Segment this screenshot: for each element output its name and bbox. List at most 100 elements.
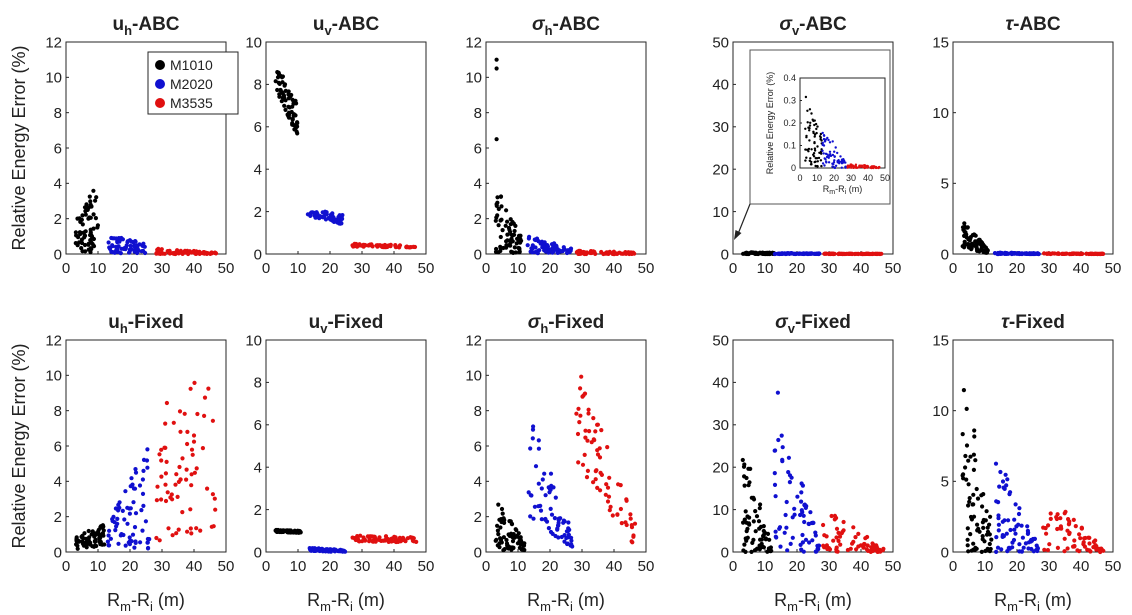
subplot-point-m2020 [790,535,795,540]
subplot-point-m3535 [841,519,846,525]
subplot-point-m2020 [326,547,331,552]
subplot-point-m1010 [751,250,756,255]
subplot-point-m2020 [143,250,148,256]
subplot-point-m3535 [1048,511,1053,516]
subplot-ytick-label: 8 [474,403,482,420]
subplot-point-m3535 [852,251,857,257]
inset-point-m2020 [833,159,836,162]
subplot-ytick-label: 6 [474,438,482,455]
subplot-point-m3535 [856,531,861,537]
subplot-10: 0 10 20 30 40 50 0 5 10 15 τ-Fixed Rm-Ri (m) [932,312,1121,614]
subplot-point-m3535 [1043,526,1048,531]
subplot-point-m1010 [742,474,747,479]
inset-point-m1010 [813,135,816,138]
inset-point-m1010 [808,108,812,111]
subplot-point-m1010 [980,520,986,525]
subplot-point-m3535 [613,251,618,256]
subplot-xtick-label: 30 [1041,558,1058,575]
subplot-point-m2020 [309,210,314,215]
subplot-xtick-label: 10 [510,558,527,575]
subplot-point-m2020 [783,251,788,257]
subplot-point-m3535 [624,498,629,503]
subplot-xtick-label: 30 [1041,260,1058,277]
subplot-point-m1010 [968,532,973,537]
subplot-ytick-label: 4 [54,474,62,491]
subplot-ytick-label: 8 [254,375,262,392]
subplot-title: uh-ABC [112,14,179,38]
subplot-point-m2020 [1002,486,1007,491]
subplot-ytick-label: 12 [45,332,62,349]
subplot-point-m2020 [1017,549,1022,554]
subplot-point-m2020 [1026,546,1031,551]
subplot-plot-area [65,339,227,553]
subplot-point-m3535 [1083,535,1088,541]
subplot-point-m2020 [774,535,779,540]
subplot-point-m3535 [585,438,590,443]
subplot-point-m2020 [140,528,145,533]
subplot-point-m2020 [116,508,121,513]
subplot-point-m2020 [1002,251,1007,256]
inset-point-m1010 [814,122,818,126]
subplot-point-m1010 [767,537,772,542]
subplot-point-m3535 [822,251,827,256]
subplot-point-m1010 [980,534,985,539]
inset-point-m1010 [805,136,808,139]
subplot-point-m2020 [115,516,120,522]
inset-point-m1010 [820,152,823,155]
inset-point-m1010 [817,156,821,160]
subplot-ytick-label: 2 [474,211,482,228]
subplot-point-m3535 [575,431,581,437]
subplot-point-m1010 [757,506,762,511]
subplot-point-m3535 [870,548,876,554]
subplot-point-m3535 [202,395,208,400]
subplot-point-m2020 [996,500,1001,505]
subplot-point-m2020 [307,546,312,551]
subplot-point-m3535 [1055,545,1060,551]
subplot-point-m1010 [88,199,93,204]
subplot-point-m3535 [157,251,162,256]
subplot-point-m3535 [1093,251,1098,256]
subplot-xtick-label: 40 [186,558,203,575]
subplot-point-m2020 [810,538,815,543]
subplot-point-m2020 [542,240,547,245]
subplot-point-m3535 [836,530,841,536]
subplot-point-m3535 [377,537,382,543]
inset-point-m2020 [844,166,847,169]
subplot-point-m2020 [1026,530,1031,535]
subplot-point-m1010 [765,250,770,256]
subplot-point-m1010 [741,548,746,553]
subplot-point-m3535 [176,479,181,484]
subplot-point-m2020 [308,213,313,218]
subplot-ytick-label: 6 [54,140,62,157]
subplot-point-m1010 [987,541,992,547]
inset-point-m3535 [854,165,858,169]
subplot-point-m2020 [996,528,1001,533]
subplot-point-m3535 [1095,547,1100,552]
subplot-point-m1010 [79,240,85,246]
subplot-point-m2020 [565,529,571,534]
subplot-point-m2020 [799,490,804,495]
subplot-point-m3535 [163,498,169,504]
subplot-plot-area [952,41,1114,255]
subplot-point-m3535 [628,512,633,517]
subplot-ytick-label: 20 [712,161,729,178]
subplot-point-m1010 [508,243,513,248]
subplot-point-m1010 [495,543,500,548]
inset-xtick-label: 30 [846,173,856,183]
subplot-point-m3535 [832,513,838,518]
subplot-point-m3535 [582,391,588,396]
subplot-point-m1010 [277,92,282,97]
subplot-ytick-label: 2 [254,204,262,221]
subplot-point-m2020 [810,520,816,525]
subplot-point-m3535 [868,251,874,257]
subplot-ytick-label: 10 [712,502,729,519]
subplot-point-m3535 [174,472,179,477]
subplot-point-m2020 [547,247,552,252]
subplot-point-m1010 [976,238,981,243]
subplot-point-m1010 [495,523,500,528]
subplot-point-m2020 [529,246,534,251]
subplot-point-m3535 [579,374,584,379]
subplot-point-m2020 [568,247,573,252]
subplot-point-m1010 [496,532,501,537]
subplot-point-m3535 [1078,536,1083,541]
